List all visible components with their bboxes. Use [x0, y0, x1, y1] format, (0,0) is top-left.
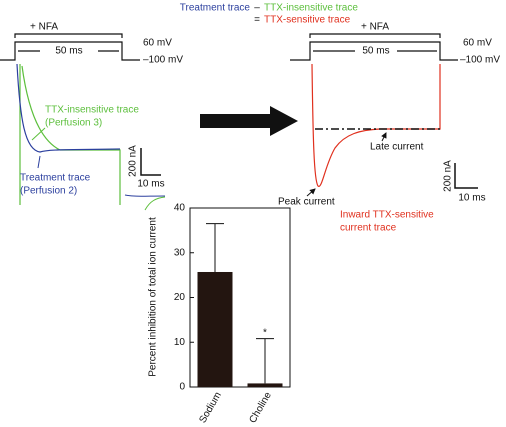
trace-label: (Perfusion 2)	[20, 186, 77, 197]
operator: =	[254, 15, 260, 26]
arrow	[200, 106, 298, 136]
drug-label: + NFA	[361, 22, 389, 33]
term: TTX-sensitive trace	[264, 15, 351, 26]
duration-label: 50 ms	[55, 46, 82, 57]
sensitive-trace	[311, 63, 441, 187]
significance: *	[263, 327, 267, 338]
scale-label: 200 nA	[443, 160, 454, 192]
y-axis-label: Percent inhibition of total ion current	[148, 217, 159, 377]
x-tick-label: Choline	[247, 390, 274, 425]
term: Treatment trace	[180, 3, 251, 14]
y-tick-label: 20	[174, 292, 186, 303]
protocol	[0, 33, 140, 61]
scale-bar	[140, 148, 161, 176]
annotation: Peak current	[278, 197, 335, 208]
pointer	[381, 132, 387, 142]
y-tick-label: 30	[174, 247, 186, 258]
pointer	[306, 188, 316, 197]
scale-label: 10 ms	[458, 193, 485, 204]
voltage-label: –100 mV	[143, 55, 183, 66]
treatment-trace	[16, 63, 121, 153]
duration-label: 50 ms	[362, 46, 389, 57]
y-tick-label: 10	[174, 337, 186, 348]
trace-label: Inward TTX-sensitive	[340, 210, 434, 221]
voltage-label: 60 mV	[143, 38, 172, 49]
trace-label: Treatment trace	[20, 173, 91, 184]
scale-bar	[454, 163, 478, 189]
trace-label: current trace	[340, 223, 397, 234]
protocol	[290, 33, 458, 61]
bar	[197, 271, 233, 387]
y-tick-label: 40	[174, 203, 186, 214]
pointer	[31, 127, 46, 141]
drug-label: + NFA	[30, 22, 58, 33]
operator: –	[254, 3, 260, 14]
voltage-label: 60 mV	[463, 38, 492, 49]
annotation: Late current	[370, 142, 424, 153]
insensitive-trace	[19, 64, 121, 205]
trace-label: TTX-insensitive trace	[45, 105, 139, 116]
x-tick-label: Sodium	[197, 390, 223, 425]
voltage-label: –100 mV	[460, 55, 500, 66]
inset-trace	[144, 196, 166, 211]
term: TTX-insensitive trace	[264, 3, 358, 14]
trace-label: (Perfusion 3)	[45, 118, 102, 129]
bar	[247, 383, 283, 387]
scale-label: 200 nA	[128, 145, 139, 177]
scale-label: 10 ms	[137, 179, 164, 190]
y-tick-label: 0	[179, 382, 185, 393]
inset-trace	[124, 194, 166, 197]
pointer	[37, 155, 41, 169]
